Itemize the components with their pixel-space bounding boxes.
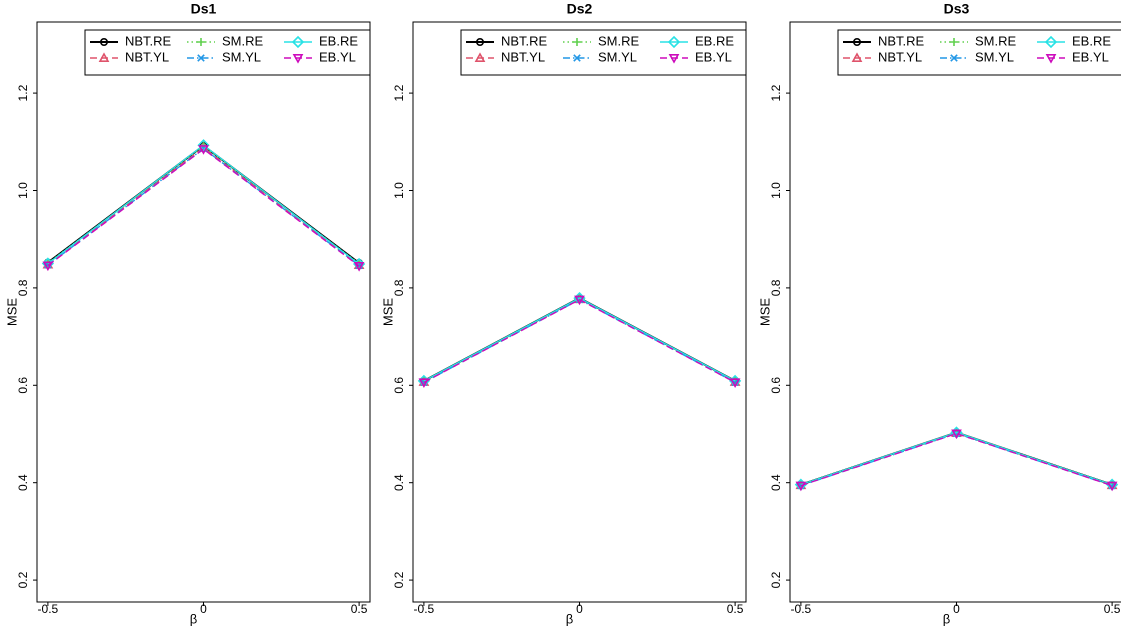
panel: Ds3 -0.5 0 0.5 0.2 0.4 0.6 0.8 1.0 1.2 β MSE NBT.REN… xyxy=(757,1,1121,627)
series-line xyxy=(801,434,1112,486)
y-tick-label: 0.4 xyxy=(392,474,406,491)
y-tick-label: 0.8 xyxy=(392,279,406,296)
y-tick-label: 0.6 xyxy=(769,377,783,394)
panel-title: Ds2 xyxy=(567,1,593,17)
y-tick-label: 0.6 xyxy=(16,377,30,394)
series-line xyxy=(801,433,1112,485)
y-tick-label: 0.2 xyxy=(16,571,30,588)
y-tick-label: 1.2 xyxy=(16,84,30,101)
legend-label: EB.RE xyxy=(319,33,358,48)
series-line xyxy=(424,300,735,383)
plot-frame xyxy=(37,22,370,602)
x-axis-label: β xyxy=(566,611,573,626)
y-axis-label: MSE xyxy=(4,298,19,327)
legend-label: NBT.RE xyxy=(501,33,548,48)
y-tick-label: 0.2 xyxy=(392,571,406,588)
legend-label: SM.YL xyxy=(975,49,1014,64)
legend-label: SM.YL xyxy=(598,49,637,64)
series-line xyxy=(424,300,735,383)
legend-label: NBT.YL xyxy=(125,49,169,64)
legend-label: NBT.YL xyxy=(501,49,545,64)
y-axis-label: MSE xyxy=(380,298,395,327)
series-line xyxy=(48,146,359,263)
y-tick-label: 0.4 xyxy=(769,474,783,491)
series-line xyxy=(424,298,735,381)
y-tick-label: 1.0 xyxy=(769,182,783,199)
x-axis-label: β xyxy=(190,611,197,626)
legend-label: EB.YL xyxy=(1072,49,1109,64)
series-line xyxy=(48,149,359,266)
series-line xyxy=(48,146,359,263)
series-line xyxy=(424,298,735,381)
panel-title: Ds3 xyxy=(944,1,970,17)
y-tick-label: 1.2 xyxy=(392,84,406,101)
panel-title: Ds1 xyxy=(191,1,217,17)
legend-label: SM.YL xyxy=(222,49,261,64)
series-line xyxy=(801,434,1112,486)
series-line xyxy=(801,433,1112,485)
x-tick-label: -0.5 xyxy=(414,602,435,616)
legend-label: SM.RE xyxy=(222,33,264,48)
y-tick-label: 1.0 xyxy=(16,182,30,199)
chart: Ds1-0.500.50.20.40.60.81.01.2βMSENBT.REN… xyxy=(0,0,1121,628)
series-line xyxy=(48,148,359,265)
plot-frame xyxy=(790,22,1121,602)
series-line xyxy=(801,433,1112,485)
y-tick-label: 0.6 xyxy=(392,377,406,394)
x-tick-label: -0.5 xyxy=(791,602,812,616)
y-tick-label: 0.8 xyxy=(769,279,783,296)
panel: Ds1 -0.5 0 0.5 0.2 0.4 0.6 0.8 1.0 1.2 β MSE NBT.REN… xyxy=(4,1,370,627)
legend-label: SM.RE xyxy=(598,33,640,48)
legend-label: NBT.YL xyxy=(878,49,922,64)
legend-label: NBT.RE xyxy=(878,33,925,48)
x-tick-label: 0.5 xyxy=(351,602,368,616)
legend-label: EB.YL xyxy=(319,49,356,64)
x-tick-label: 0.5 xyxy=(1104,602,1121,616)
legend-label: EB.RE xyxy=(1072,33,1111,48)
plot-frame xyxy=(413,22,746,602)
legend-label: NBT.RE xyxy=(125,33,172,48)
panel: Ds2 -0.5 0 0.5 0.2 0.4 0.6 0.8 1.0 1.2 β MSE NBT.REN… xyxy=(380,1,746,627)
y-tick-label: 1.0 xyxy=(392,182,406,199)
x-tick-label: 0 xyxy=(953,602,960,616)
x-tick-label: 0 xyxy=(576,602,583,616)
x-tick-label: 0 xyxy=(200,602,207,616)
x-axis-label: β xyxy=(943,611,950,626)
series-line xyxy=(424,299,735,382)
legend-label: EB.RE xyxy=(695,33,734,48)
y-tick-label: 0.2 xyxy=(769,571,783,588)
legend-label: SM.RE xyxy=(975,33,1017,48)
series-line xyxy=(424,299,735,382)
y-tick-label: 0.4 xyxy=(16,474,30,491)
x-tick-label: 0.5 xyxy=(727,602,744,616)
y-tick-label: 0.8 xyxy=(16,279,30,296)
y-tick-label: 1.2 xyxy=(769,84,783,101)
x-tick-label: -0.5 xyxy=(38,602,59,616)
series-line xyxy=(48,149,359,266)
series-line xyxy=(801,433,1112,485)
y-axis-label: MSE xyxy=(757,298,772,327)
series-line xyxy=(48,145,359,264)
legend-label: EB.YL xyxy=(695,49,732,64)
